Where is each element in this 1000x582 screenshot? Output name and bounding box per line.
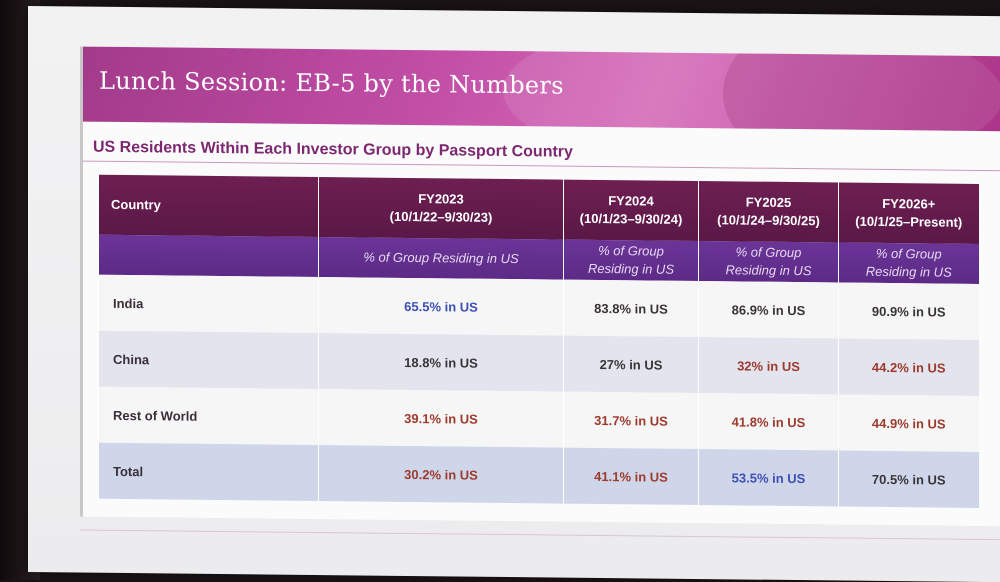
column-header-fy2024: FY2024 (10/1/23–9/30/24) (563, 179, 699, 242)
column-header-fy2025: FY2025 (10/1/24–9/30/25) (698, 181, 839, 243)
slide-footer-line (80, 529, 1000, 541)
subheader-blank (98, 234, 319, 278)
table-cell: 27% in US (563, 335, 699, 394)
subheader-line: Residing in US (865, 263, 952, 280)
table-cell: 32% in US (698, 337, 839, 395)
divider (83, 160, 1000, 172)
subheader-fy2025: % of Group Residing in US (698, 241, 839, 283)
row-label: Total (98, 442, 319, 502)
table-cell: 18.8% in US (318, 333, 564, 392)
column-header-year: FY2024 (608, 193, 654, 209)
table-header-row: Country FY2023 (10/1/22–9/30/23) FY2024 … (98, 174, 979, 244)
table-cell: 41.1% in US (563, 447, 699, 506)
table-cell: 70.5% in US (838, 450, 979, 508)
row-label: Rest of World (98, 386, 319, 446)
table-cell: 30.2% in US (318, 445, 564, 504)
table-cell: 53.5% in US (698, 449, 839, 507)
table-row-total: Total 30.2% in US 41.1% in US 53.5% in U… (98, 442, 979, 508)
column-header-range: (10/1/22–9/30/23) (389, 208, 493, 225)
column-header-fy2023: FY2023 (10/1/22–9/30/23) (318, 177, 564, 240)
subheader-line: % of Group (875, 245, 942, 262)
table-cell: 86.9% in US (698, 281, 839, 339)
table-cell: 44.2% in US (838, 338, 979, 396)
row-label: India (98, 274, 319, 334)
column-header-range: (10/1/23–9/30/24) (579, 210, 683, 227)
slide: Lunch Session: EB-5 by the Numbers US Re… (80, 46, 1000, 527)
subheader-fy2023: % of Group Residing in US (318, 237, 564, 280)
table-row-rest-of-world: Rest of World 39.1% in US 31.7% in US 41… (98, 386, 979, 452)
subheader-line: % of Group (735, 244, 802, 261)
table-cell: 83.8% in US (563, 279, 699, 338)
table-caption: US Residents Within Each Investor Group … (93, 138, 573, 161)
table-cell: 39.1% in US (318, 389, 564, 448)
subheader-line: Residing in US (588, 260, 674, 277)
table-cell: 90.9% in US (838, 282, 979, 340)
title-banner: Lunch Session: EB-5 by the Numbers (83, 46, 1000, 132)
projection-screen: Lunch Session: EB-5 by the Numbers US Re… (28, 6, 1000, 582)
column-header-fy2026: FY2026+ (10/1/25–Present) (838, 182, 979, 244)
data-table: Country FY2023 (10/1/22–9/30/23) FY2024 … (98, 174, 979, 508)
subheader-line: % of Group Residing in US (363, 249, 519, 267)
row-label: China (98, 330, 319, 390)
table-cell: 31.7% in US (563, 391, 699, 450)
subheader-line: % of Group (598, 242, 664, 259)
banner-decoration (723, 46, 1000, 132)
column-header-range: (10/1/24–9/30/25) (717, 212, 820, 229)
subheader-fy2026: % of Group Residing in US (838, 242, 979, 284)
column-header-range: (10/1/25–Present) (855, 213, 963, 230)
column-header-year: FY2025 (745, 194, 792, 210)
column-header-year: FY2026+ (882, 195, 936, 212)
subheader-line: Residing in US (725, 262, 812, 279)
table-row-india: India 65.5% in US 83.8% in US 86.9% in U… (98, 274, 979, 340)
subheader-fy2024: % of Group Residing in US (563, 239, 699, 282)
table-cell: 41.8% in US (698, 393, 839, 451)
slide-title: Lunch Session: EB-5 by the Numbers (99, 66, 564, 100)
table-cell: 65.5% in US (318, 277, 564, 336)
table-row-china: China 18.8% in US 27% in US 32% in US 44… (98, 330, 979, 396)
table-cell: 44.9% in US (838, 394, 979, 452)
column-header-country: Country (98, 174, 319, 238)
